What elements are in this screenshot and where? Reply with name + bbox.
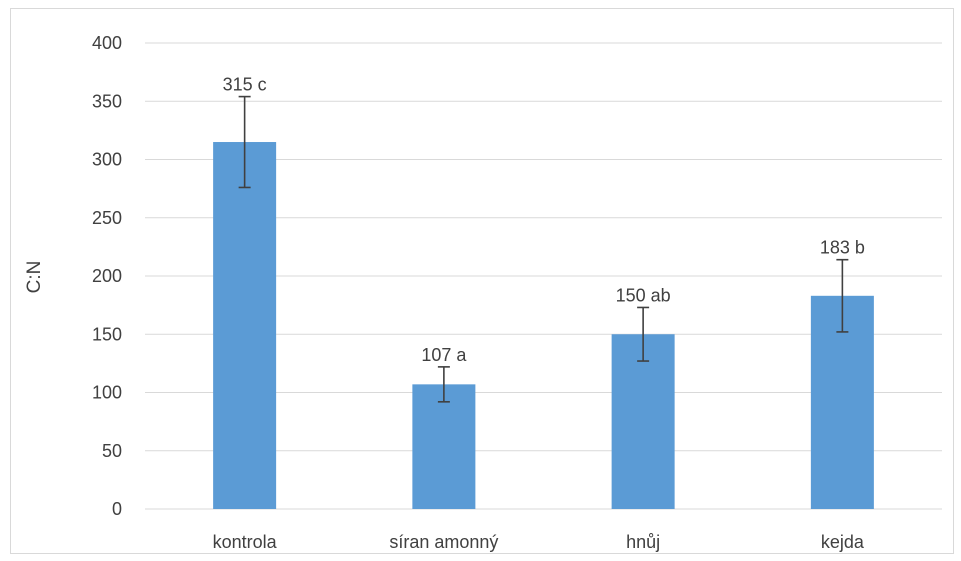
x-tick-label: hnůj <box>626 532 660 552</box>
x-tick-label: síran amonný <box>389 532 498 552</box>
y-tick-label: 400 <box>92 33 122 53</box>
y-tick-label: 150 <box>92 324 122 344</box>
data-label: 150 ab <box>616 285 671 305</box>
bar <box>611 334 675 509</box>
gridlines <box>145 42 942 510</box>
y-axis-title: C:N <box>24 261 45 294</box>
y-tick-label: 350 <box>92 91 122 111</box>
x-tick-label: kontrola <box>213 532 278 552</box>
data-labels: 315 c 107 a 150 ab 183 b <box>223 75 865 365</box>
bar <box>213 142 277 509</box>
data-label: 183 b <box>820 238 865 258</box>
y-tick-label: 50 <box>102 441 122 461</box>
data-label: 315 c <box>223 75 267 95</box>
chart-frame <box>10 8 954 554</box>
y-tick-label: 100 <box>92 383 122 403</box>
bars <box>213 142 874 509</box>
data-label: 107 a <box>421 345 467 365</box>
error-bar <box>238 95 251 189</box>
y-tick-label: 250 <box>92 208 122 228</box>
x-axis-tick-labels: kontrola síran amonný hnůj kejda <box>213 532 865 552</box>
y-tick-label: 0 <box>112 499 122 519</box>
y-tick-label: 300 <box>92 150 122 170</box>
y-tick-label: 200 <box>92 266 122 286</box>
x-tick-label: kejda <box>821 532 865 552</box>
error-bar <box>437 366 450 403</box>
error-bar <box>637 306 650 362</box>
error-bars <box>238 95 849 403</box>
error-bar <box>836 258 849 333</box>
bar <box>412 384 476 509</box>
y-axis-tick-labels: 0 50 100 150 200 250 300 350 400 <box>92 33 122 519</box>
